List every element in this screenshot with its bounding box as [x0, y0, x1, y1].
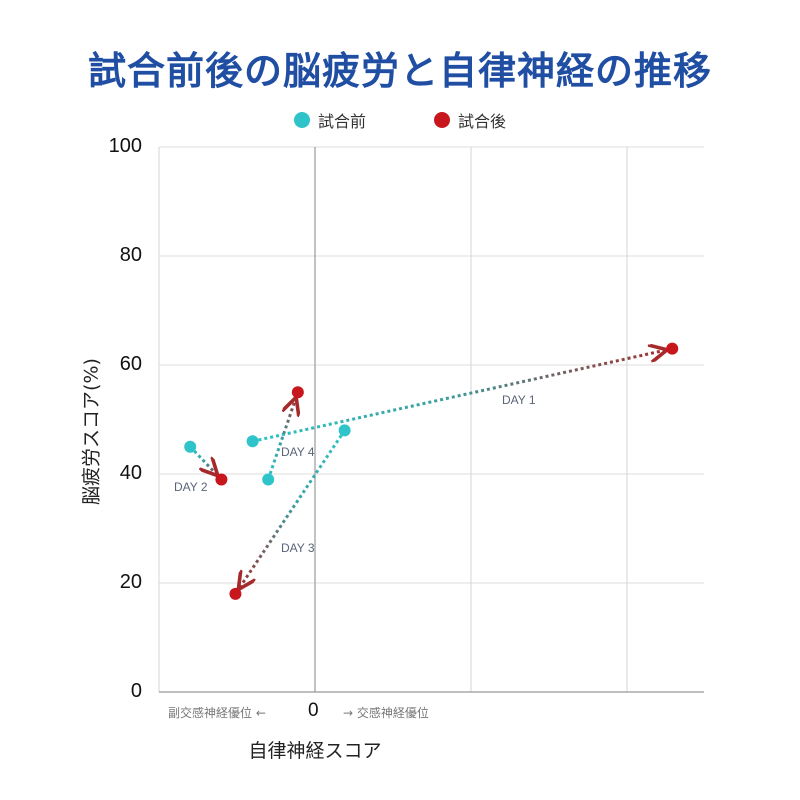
grid-lines: [158, 146, 704, 693]
day-label: DAY 1: [502, 393, 536, 407]
legend-dot-pre-icon: [293, 112, 310, 128]
arrows: [189, 350, 666, 588]
data-point: [184, 440, 197, 453]
legend-item-pre: 試合前: [293, 108, 366, 132]
x-axis-label: 自律神経スコア: [248, 740, 382, 762]
data-point: [666, 342, 679, 355]
legend-dot-post-icon: [434, 112, 450, 128]
day-label: DAY 3: [281, 541, 315, 555]
data-point: [215, 473, 228, 486]
arrow-day-1: [252, 350, 666, 443]
y-tick-80: 80: [119, 244, 142, 266]
y-tick-60: 60: [119, 353, 142, 375]
chart-title: 試合前後の脳疲労と自律神経の推移: [87, 49, 712, 93]
arrow-day-4: [266, 399, 295, 480]
data-point: [262, 473, 275, 486]
y-tick-20: 20: [119, 571, 142, 593]
legend-item-post: 試合後: [434, 108, 506, 132]
legend-label-pre: 試合前: [317, 112, 366, 131]
x-right-note: → 交感神経優位: [343, 706, 429, 720]
data-point: [338, 424, 351, 437]
y-tick-40: 40: [119, 462, 142, 484]
x-left-note: 副交感神経優位 ←: [168, 706, 266, 720]
legend: 試合前 試合後: [0, 108, 800, 132]
arrow-day-2: [189, 445, 216, 475]
x-zero-tick: 0: [308, 700, 319, 721]
legend-label-post: 試合後: [458, 112, 507, 131]
y-tick-100: 100: [108, 135, 142, 157]
y-tick-0: 0: [130, 680, 142, 702]
day-label: DAY 2: [174, 480, 208, 494]
points: [184, 342, 679, 600]
data-point: [229, 587, 242, 600]
day-labels: DAY 1 DAY 2 DAY 3 DAY 4: [174, 393, 536, 555]
arrow-day-3: [239, 429, 346, 588]
day-label: DAY 4: [281, 445, 315, 459]
data-point: [246, 435, 259, 448]
data-point: [291, 386, 304, 399]
